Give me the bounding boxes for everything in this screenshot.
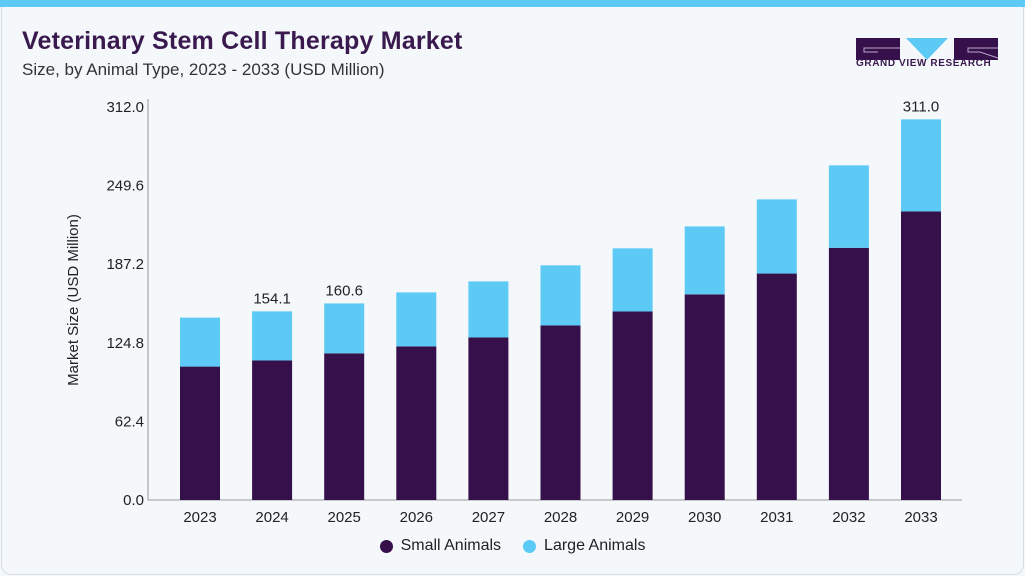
- y-tick-label: 124.8: [106, 335, 144, 352]
- bar-small-animals-2027: [468, 337, 509, 500]
- bar-large-animals-2023: [180, 317, 220, 367]
- bar-small-animals-2026: [396, 346, 437, 500]
- y-tick-label: 0.0: [123, 492, 144, 509]
- bar-small-animals-2025: [324, 353, 365, 500]
- bar-small-animals-2028: [540, 325, 581, 500]
- bar-large-animals-2032: [828, 165, 869, 248]
- bar-large-animals-2028: [540, 265, 581, 326]
- x-tick-label: 2028: [544, 509, 577, 526]
- y-tick-label: 249.6: [106, 178, 144, 195]
- bar-large-animals-2033: [901, 119, 941, 212]
- chart-title: Veterinary Stem Cell Therapy Market: [22, 27, 463, 55]
- y-axis-title: Market Size (USD Million): [65, 214, 82, 386]
- bar-large-animals-2025: [324, 303, 365, 354]
- x-tick-label: 2030: [688, 509, 721, 526]
- x-tick-label: 2024: [255, 509, 288, 526]
- y-tick-label: 187.2: [106, 256, 144, 273]
- bar-large-animals-2027: [468, 281, 509, 338]
- bar-large-animals-2030: [684, 226, 725, 295]
- bar-small-animals-2029: [612, 311, 653, 500]
- x-tick-label: 2029: [616, 509, 649, 526]
- bar-small-animals-2024: [252, 360, 293, 500]
- x-tick-label: 2027: [472, 509, 505, 526]
- data-label-2025: 160.6: [325, 282, 363, 299]
- data-label-2033: 311.0: [903, 98, 939, 115]
- legend-item-large-animals[interactable]: Large Animals: [523, 537, 645, 555]
- x-tick-label: 2031: [760, 509, 793, 526]
- x-tick-label: 2032: [832, 509, 865, 526]
- legend-label: Small Animals: [400, 537, 502, 554]
- data-label-2024: 154.1: [253, 290, 291, 307]
- top-accent-bar: [0, 0, 1025, 7]
- bar-small-animals-2033: [901, 211, 941, 500]
- bar-small-animals-2032: [828, 247, 869, 500]
- bar-large-animals-2029: [612, 248, 653, 312]
- legend-swatch-small-animals: [379, 539, 393, 553]
- legend-swatch-large-animals: [523, 539, 537, 553]
- x-tick-label: 2025: [328, 509, 361, 526]
- chart-subtitle: Size, by Animal Type, 2023 - 2033 (USD M…: [22, 60, 385, 79]
- bar-small-animals-2031: [756, 273, 797, 500]
- chart-frame: [1, 7, 1024, 575]
- x-tick-label: 2023: [183, 509, 216, 526]
- bar-large-animals-2026: [396, 292, 437, 347]
- x-tick-label: 2033: [904, 509, 937, 526]
- x-tick-label: 2026: [400, 509, 433, 526]
- bar-large-animals-2031: [756, 199, 797, 274]
- bar-small-animals-2030: [684, 294, 725, 500]
- logo-text: GRAND VIEW RESEARCH: [856, 58, 992, 69]
- legend-label: Large Animals: [544, 537, 646, 554]
- y-tick-label: 312.0: [106, 99, 144, 116]
- legend-item-small-animals[interactable]: Small Animals: [379, 537, 502, 555]
- bar-large-animals-2024: [252, 311, 293, 361]
- bar-small-animals-2023: [180, 366, 220, 500]
- legend: Small Animals Large Animals: [0, 537, 1025, 555]
- gvr-logo-icon: [856, 38, 998, 60]
- y-tick-label: 62.4: [115, 413, 144, 430]
